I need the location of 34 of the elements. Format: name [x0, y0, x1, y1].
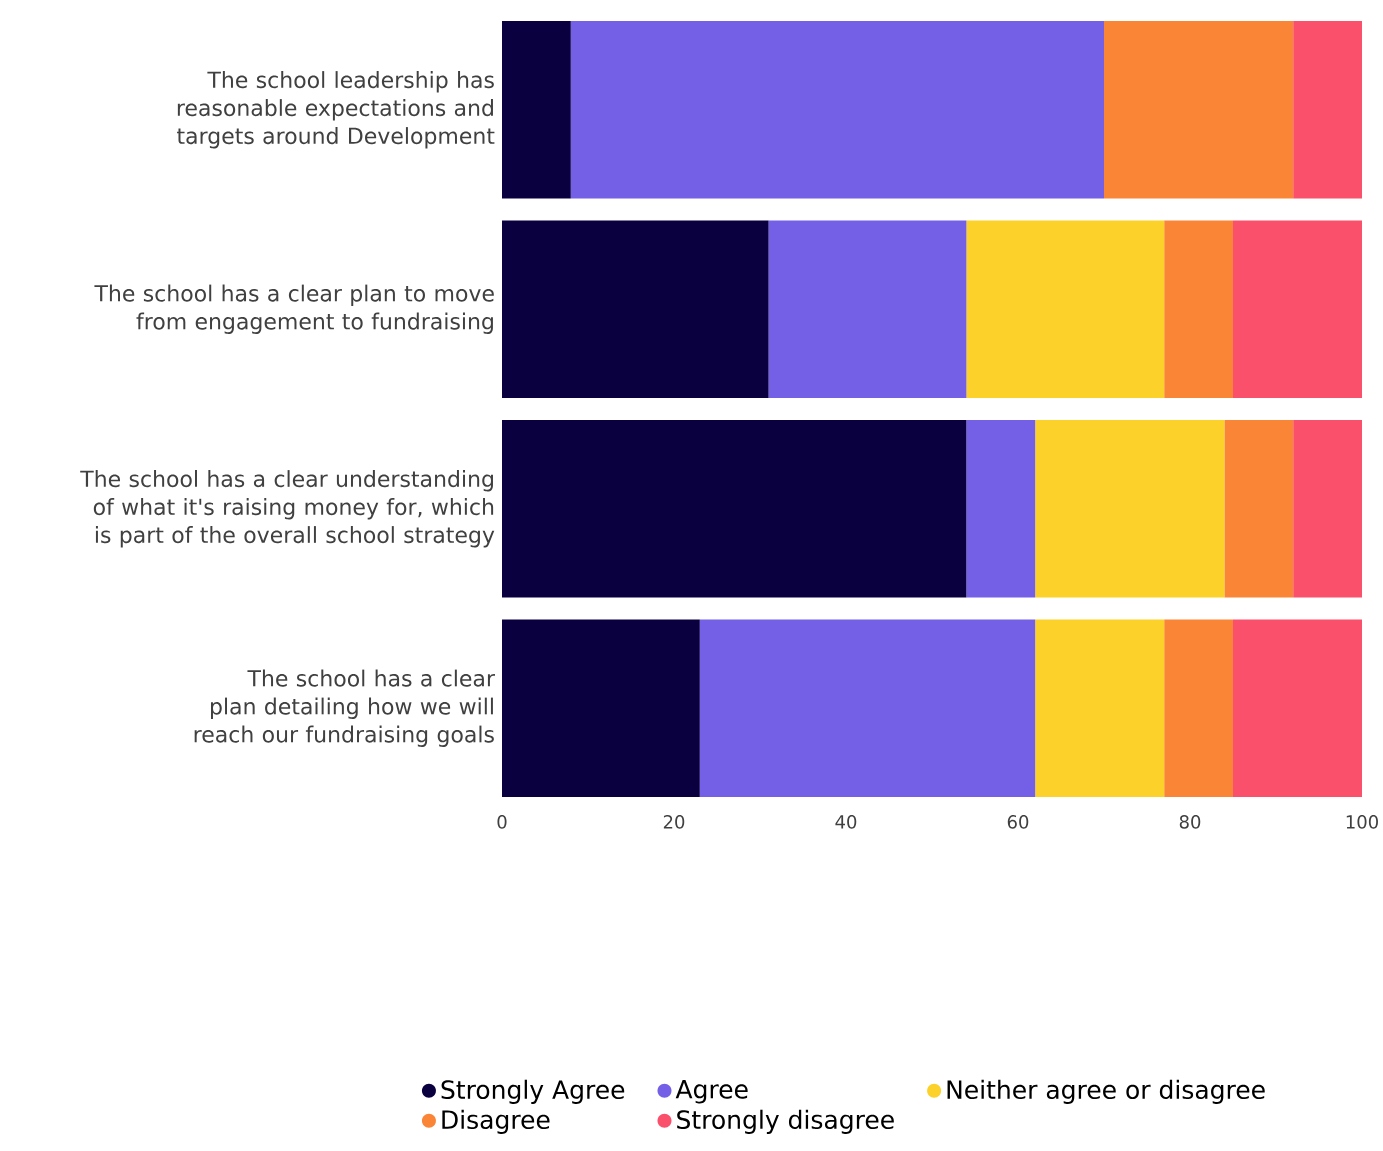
x-tick-label: 0 — [497, 815, 507, 829]
legend-label: Disagree — [442, 1109, 550, 1134]
y-tick-label: The school leadership has reasonable expectations and targets around Development — [177, 71, 495, 149]
bar — [502, 619, 700, 798]
legend-label: Strongly Agree — [441, 1079, 625, 1104]
bar — [966, 419, 1036, 598]
y-tick-label: The school has a clear plan detailing how we will reach our fundraising goals — [194, 669, 495, 747]
bar — [502, 419, 967, 598]
bar — [699, 619, 1036, 798]
bar — [1293, 419, 1362, 598]
bar — [1164, 220, 1233, 399]
bar — [1104, 20, 1294, 199]
y-tick-label: The school has a clear understanding of what it's raising money for, which is part of the overall school strategy — [80, 470, 495, 548]
bar — [1232, 619, 1362, 798]
bar — [570, 20, 1104, 199]
x-tick-label: 100 — [1346, 815, 1378, 829]
x-tick-label: 80 — [1179, 815, 1201, 829]
bar — [502, 220, 769, 399]
bar — [768, 220, 967, 399]
x-tick-label: 60 — [1007, 815, 1029, 829]
x-tick-label: 20 — [663, 815, 685, 829]
legend-label: Agree — [675, 1080, 748, 1104]
bar — [1232, 220, 1362, 399]
bar — [502, 20, 571, 199]
y-tick-label: The school has a clear plan to move from engagement to fundraising — [94, 284, 494, 334]
legend-label: Strongly disagree — [677, 1109, 894, 1134]
bar — [1035, 419, 1225, 598]
x-tick-label: 40 — [835, 815, 857, 829]
bar — [1293, 20, 1362, 199]
bar — [1035, 619, 1165, 798]
bar — [1224, 419, 1294, 598]
legend-label: Neither agree or disagree — [947, 1079, 1265, 1104]
bar — [966, 220, 1165, 399]
bar — [1164, 619, 1233, 798]
